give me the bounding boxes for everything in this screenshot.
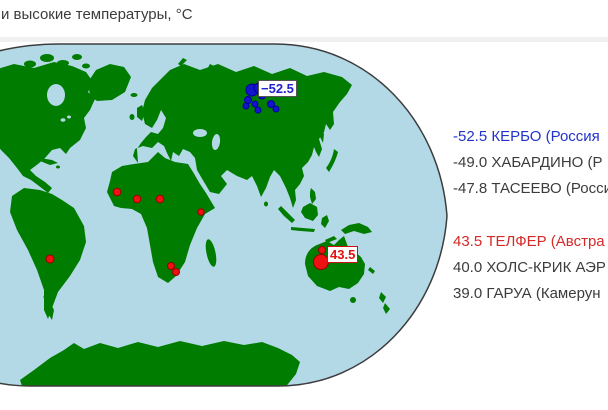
continent-antarctica bbox=[20, 341, 300, 386]
region-greenland bbox=[88, 64, 131, 101]
islands-southeast-asia bbox=[278, 188, 372, 243]
island-tasmania bbox=[350, 297, 356, 303]
island-japan bbox=[326, 149, 338, 172]
extremes-list: -52.5 КЕРБО (Россия -49.0 ХАБАРДИНО (Р -… bbox=[452, 0, 608, 410]
map-ocean bbox=[0, 44, 447, 386]
title-divider bbox=[0, 37, 608, 42]
extreme-reading: -52.5 КЕРБО (Россия bbox=[453, 128, 600, 145]
antarctic-peninsula bbox=[47, 302, 54, 320]
island-ireland bbox=[129, 114, 135, 120]
page-title: и высокие температуры, °C bbox=[1, 6, 193, 23]
max-temp-map-label: 43.5 bbox=[327, 246, 359, 263]
continent-eurasia bbox=[133, 64, 352, 208]
island-madagascar bbox=[205, 239, 217, 267]
extreme-reading: -49.0 ХАБАРДИНО (Р bbox=[453, 154, 603, 171]
hot-temperature-marker bbox=[167, 262, 175, 270]
extreme-reading: 43.5 ТЕЛФЕР (Австра bbox=[453, 233, 605, 250]
extreme-reading: -47.8 ТАСЕЕВО (Росси bbox=[453, 180, 608, 197]
island-iceland bbox=[130, 93, 138, 97]
island-cuba bbox=[40, 158, 58, 165]
hot-temperature-marker bbox=[132, 194, 142, 204]
hot-temperature-marker bbox=[197, 208, 205, 216]
cold-temperature-marker bbox=[267, 100, 275, 108]
cold-temperature-marker bbox=[272, 105, 280, 113]
cold-temperature-marker bbox=[242, 102, 250, 110]
extreme-reading: 40.0 ХОЛС-КРИК АЭР bbox=[453, 259, 606, 276]
cold-temperature-marker bbox=[244, 96, 252, 104]
islands-new-zealand bbox=[368, 267, 390, 314]
min-temp-map-label: −52.5 bbox=[258, 80, 297, 97]
map-outline bbox=[0, 43, 448, 387]
inland-waters bbox=[47, 84, 221, 150]
island-great-britain bbox=[137, 105, 145, 121]
extreme-reading: 39.0 ГАРУА (Камерун bbox=[453, 285, 601, 302]
hot-temperature-marker bbox=[45, 254, 55, 264]
hot-temperature-marker bbox=[112, 187, 122, 197]
cold-temperature-marker bbox=[251, 100, 259, 108]
continent-africa bbox=[107, 152, 215, 283]
island-hispaniola bbox=[56, 165, 60, 169]
continent-north-america bbox=[0, 62, 95, 193]
island-sri-lanka bbox=[264, 201, 268, 207]
continent-south-america bbox=[10, 188, 86, 319]
cold-temperature-marker bbox=[254, 106, 262, 114]
island-sakhalin bbox=[320, 128, 324, 143]
hot-temperature-marker bbox=[155, 194, 165, 204]
hot-temperature-marker bbox=[172, 268, 180, 276]
antarctic-islet bbox=[43, 295, 47, 299]
hot-temperature-marker bbox=[318, 246, 326, 254]
